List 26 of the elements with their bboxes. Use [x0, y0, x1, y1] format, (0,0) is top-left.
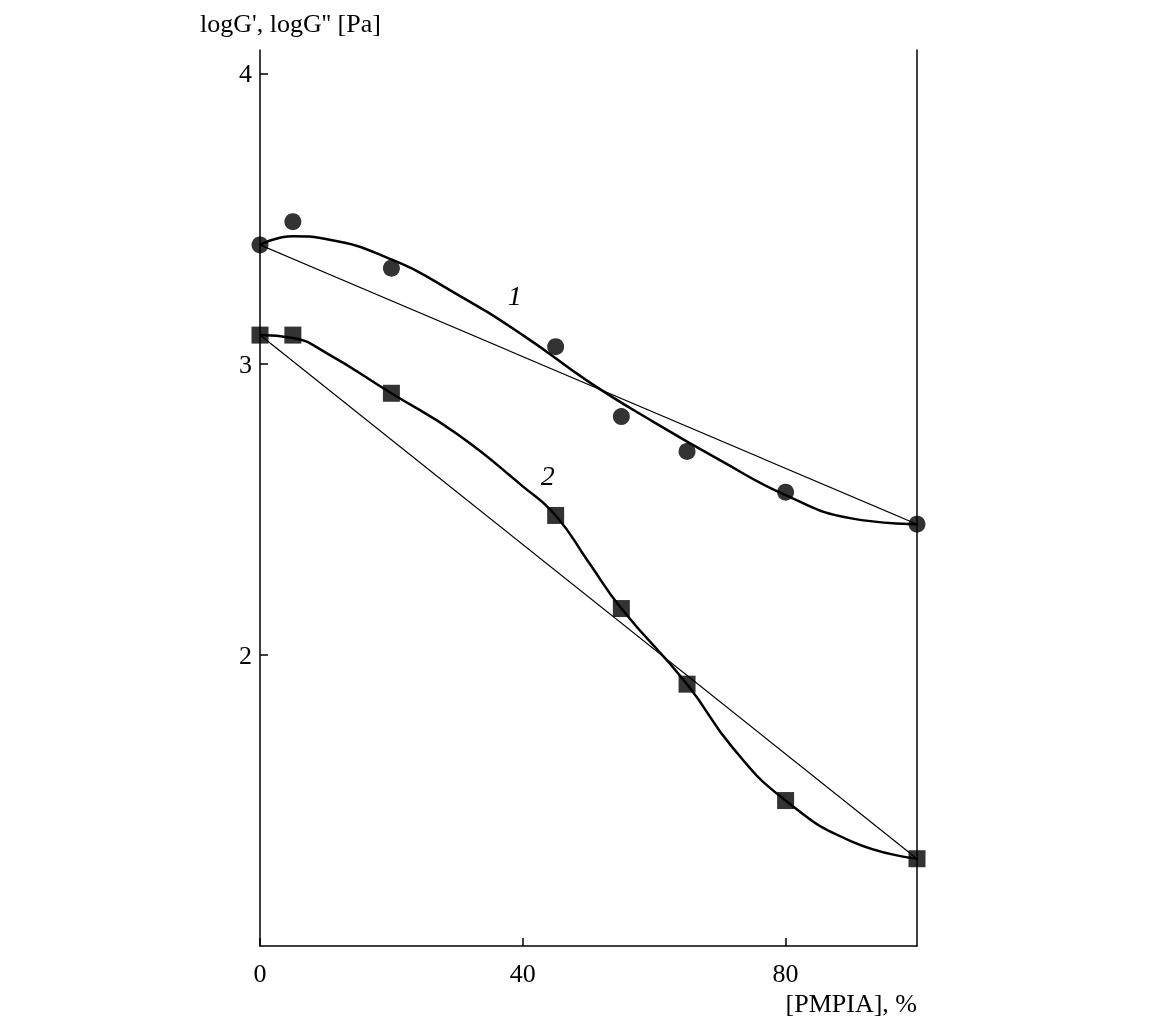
annotation: 1: [507, 279, 522, 311]
point: [284, 213, 302, 231]
point: [678, 442, 696, 460]
point: [251, 236, 269, 254]
point: [251, 326, 269, 344]
point: [612, 408, 630, 426]
point: [547, 506, 565, 524]
x-tick-label: 40: [509, 958, 536, 988]
x-tick-label: 80: [772, 958, 799, 988]
point: [908, 515, 926, 533]
x-axis-title: [PMPIA], %: [785, 988, 917, 1018]
point: [777, 483, 795, 501]
y-axis-title: logG', logG'' [Pa]: [200, 8, 381, 38]
y-tick-label: 2: [239, 640, 252, 670]
point: [547, 338, 565, 356]
y-tick-label: 4: [239, 58, 252, 88]
point: [908, 850, 926, 868]
x-tick-label: 0: [253, 958, 267, 988]
point: [678, 675, 696, 693]
y-tick-label: 3: [239, 349, 252, 379]
point: [284, 326, 302, 344]
point: [382, 259, 400, 277]
annotation: 2: [540, 459, 555, 491]
point: [777, 792, 795, 810]
point: [382, 384, 400, 402]
point: [612, 600, 630, 618]
